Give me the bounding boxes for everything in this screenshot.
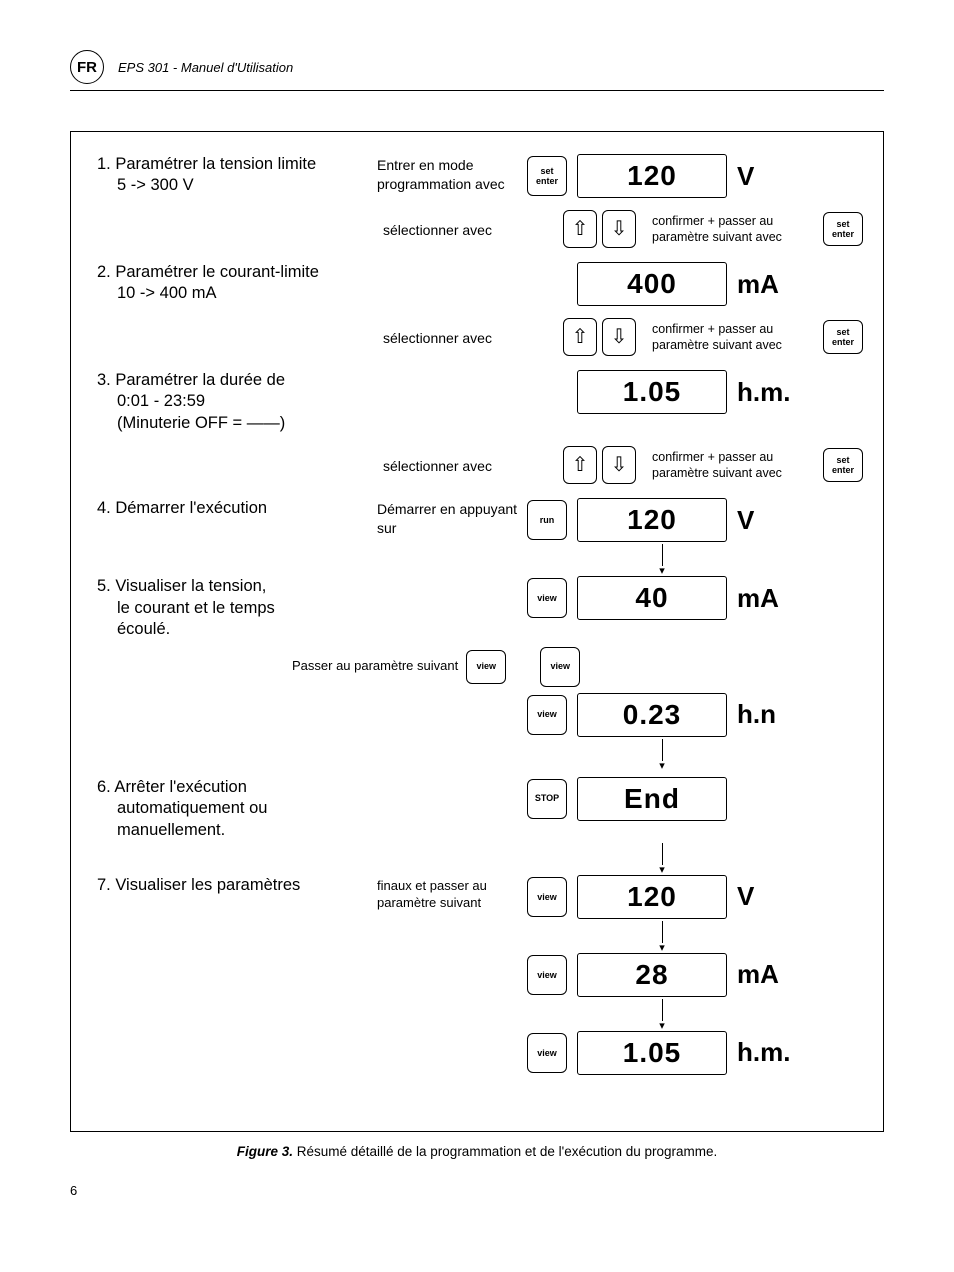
step2-label: 2. Paramétrer le courant-limite 10 -> 40…	[97, 262, 377, 305]
btn-set-label: set	[836, 327, 849, 337]
step5-l2: le courant et le temps	[97, 598, 377, 619]
step4-label: 4. Démarrer l'exécution	[97, 498, 377, 519]
view-button[interactable]: view	[527, 955, 567, 995]
set-enter-button[interactable]: set enter	[823, 448, 863, 482]
step3-range: 0:01 - 23:59	[97, 391, 377, 412]
display-view-hn: 0.23	[577, 693, 727, 737]
step3-off: (Minuterie OFF = ——)	[97, 413, 377, 434]
step2-range: 10 -> 400 mA	[97, 283, 377, 304]
select-label-1: sélectionner avec	[383, 219, 533, 240]
caption-text: Résumé détaillé de la programmation et d…	[293, 1144, 717, 1159]
unit-v: V	[737, 505, 799, 536]
unit-hn: h.n	[737, 699, 799, 730]
step1-range: 5 -> 300 V	[97, 175, 377, 196]
step4-instruction: Démarrer en appuyant sur	[377, 498, 527, 538]
arrow-down-button[interactable]: ⇩	[602, 210, 636, 248]
set-enter-button[interactable]: set enter	[823, 320, 863, 354]
language-badge: FR	[70, 50, 104, 84]
step6-title: 6. Arrêter l'exécution	[97, 777, 377, 798]
step2-title: 2. Paramétrer le courant-limite	[97, 262, 377, 283]
btn-enter-label: enter	[832, 465, 854, 475]
display-current: 400	[577, 262, 727, 306]
btn-enter-label: enter	[832, 229, 854, 239]
view-button[interactable]: view	[527, 1033, 567, 1073]
diagram-container: 1. Paramétrer la tension limite 5 -> 300…	[70, 131, 884, 1132]
step7-title: 7. Visualiser les paramètres	[97, 875, 377, 896]
arrow-up-button[interactable]: ⇧	[563, 446, 597, 484]
step5-label: 5. Visualiser la tension, le courant et …	[97, 576, 377, 640]
view-button[interactable]: view	[466, 650, 506, 684]
step1-title: 1. Paramétrer la tension limite	[97, 154, 377, 175]
display-time: 1.05	[577, 370, 727, 414]
view-button[interactable]: view	[527, 578, 567, 618]
unit-ma: mA	[737, 269, 799, 300]
doc-title: EPS 301 - Manuel d'Utilisation	[118, 60, 293, 75]
page-header: FR EPS 301 - Manuel d'Utilisation	[70, 50, 884, 91]
btn-view-label: view	[550, 661, 570, 671]
btn-view-label: view	[537, 593, 557, 603]
select-label-2: sélectionner avec	[383, 327, 533, 348]
confirm-label-3: confirmer + passer au paramètre suivant …	[652, 449, 811, 482]
view-button[interactable]: view	[527, 695, 567, 735]
figure-caption: Figure 3. Résumé détaillé de la programm…	[70, 1144, 884, 1159]
confirm-label-2: confirmer + passer au paramètre suivant …	[652, 321, 811, 354]
step6-label: 6. Arrêter l'exécution automatiquement o…	[97, 777, 377, 841]
caption-label: Figure 3.	[237, 1144, 293, 1159]
arrow-up-button[interactable]: ⇧	[563, 210, 597, 248]
step5-l3: écoulé.	[97, 619, 377, 640]
unit-v: V	[737, 161, 799, 192]
step7-instruction: finaux et passer au paramètre suivant	[377, 875, 527, 912]
arrow-down-button[interactable]: ⇩	[602, 318, 636, 356]
confirm-label-1: confirmer + passer au paramètre suivant …	[652, 213, 811, 246]
display-final-v: 120	[577, 875, 727, 919]
display-final-hm: 1.05	[577, 1031, 727, 1075]
btn-enter-label: enter	[832, 337, 854, 347]
unit-ma: mA	[737, 583, 799, 614]
btn-set-label: set	[836, 455, 849, 465]
select-label-3: sélectionner avec	[383, 455, 533, 476]
unit-hm: h.m.	[737, 1037, 799, 1068]
step3-title: 3. Paramétrer la durée de	[97, 370, 377, 391]
arrow-up-button[interactable]: ⇧	[563, 318, 597, 356]
display-final-ma: 28	[577, 953, 727, 997]
unit-hm: h.m.	[737, 377, 799, 408]
btn-view-label: view	[537, 970, 557, 980]
btn-view-label: view	[537, 892, 557, 902]
view-button[interactable]: view	[540, 647, 580, 687]
display-view-ma: 40	[577, 576, 727, 620]
step1-instruction: Entrer en mode programmation avec	[377, 154, 527, 194]
step3-label: 3. Paramétrer la durée de 0:01 - 23:59 (…	[97, 370, 377, 434]
display-run-v: 120	[577, 498, 727, 542]
view-button[interactable]: view	[527, 877, 567, 917]
btn-enter-label: enter	[536, 176, 558, 186]
set-enter-button[interactable]: set enter	[823, 212, 863, 246]
btn-stop-label: STOP	[535, 793, 559, 803]
btn-view-label: view	[537, 1048, 557, 1058]
btn-set-label: set	[836, 219, 849, 229]
step5-title: 5. Visualiser la tension,	[97, 576, 377, 597]
btn-set-label: set	[540, 166, 553, 176]
stop-button[interactable]: STOP	[527, 779, 567, 819]
set-enter-button[interactable]: set enter	[527, 156, 567, 196]
btn-run-label: run	[540, 515, 555, 525]
display-voltage: 120	[577, 154, 727, 198]
run-button[interactable]: run	[527, 500, 567, 540]
btn-view-label: view	[537, 709, 557, 719]
unit-ma: mA	[737, 959, 799, 990]
page-number: 6	[70, 1183, 884, 1198]
step7-label: 7. Visualiser les paramètres	[97, 875, 377, 896]
step1-label: 1. Paramétrer la tension limite 5 -> 300…	[97, 154, 377, 197]
display-end: End	[577, 777, 727, 821]
step6-l2: automatiquement ou	[97, 798, 377, 819]
btn-view-label: view	[476, 661, 496, 671]
step5b-text: Passer au paramètre suivant	[292, 658, 458, 675]
unit-v: V	[737, 881, 799, 912]
step6-l3: manuellement.	[97, 820, 377, 841]
step4-title: 4. Démarrer l'exécution	[97, 498, 377, 519]
arrow-down-button[interactable]: ⇩	[602, 446, 636, 484]
